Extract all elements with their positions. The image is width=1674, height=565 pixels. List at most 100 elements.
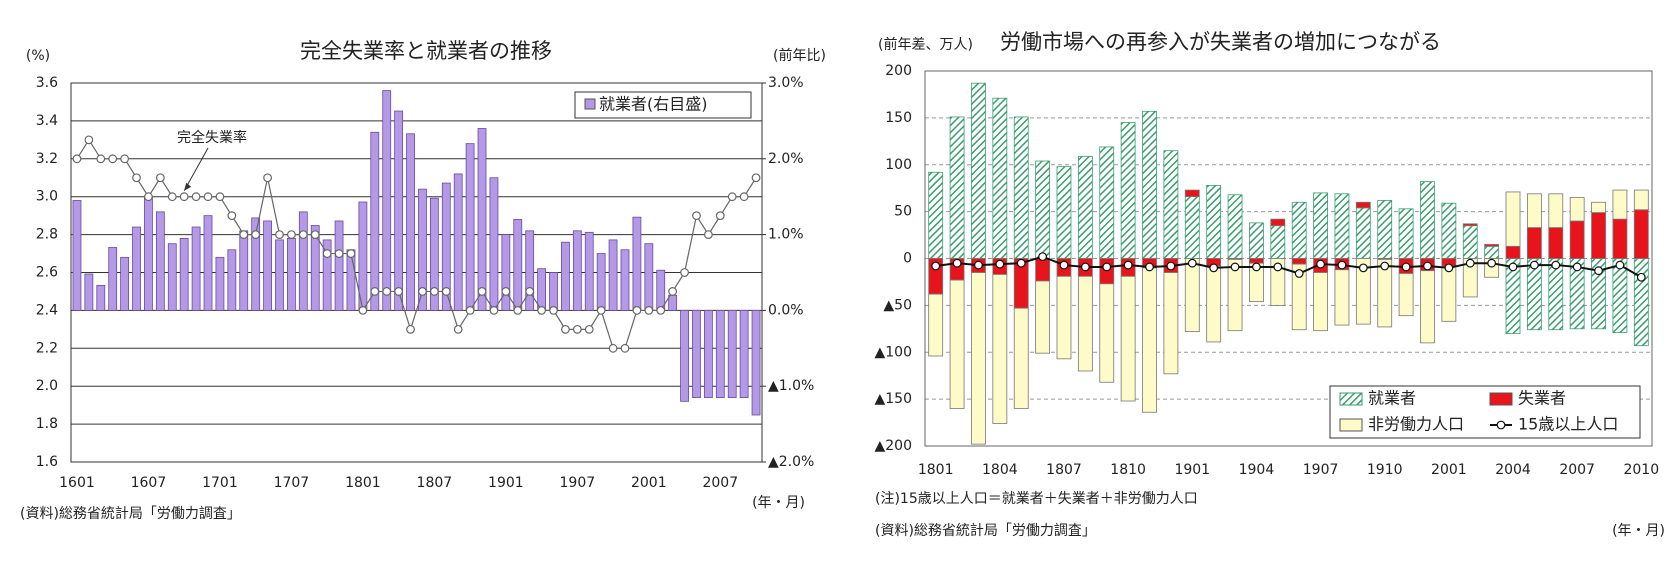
line-marker [1273,262,1283,272]
line-marker [1123,260,1133,270]
bar [1249,222,1264,259]
note: (注)15歳以上人口＝就業者＋失業者＋非労働力人口 [875,491,1198,507]
source: (資料)総務省統計局「労働力調査」 [20,506,241,522]
bar [1505,191,1521,247]
line-marker [84,135,94,145]
line-marker [203,192,213,202]
bar [1184,196,1200,259]
x-axis-label: (年・月) [752,495,805,511]
legend-label: 非労働力人口 [1368,415,1464,434]
bar [203,215,213,311]
bar [489,177,499,311]
line-marker [1380,261,1390,271]
line-marker [1145,262,1154,272]
y2-tick-label: 1.0% [768,227,804,243]
bar [1099,283,1115,383]
line-marker [1572,262,1582,272]
bar [1569,220,1585,259]
y-tick-label: 3.6 [36,75,58,91]
bar [727,309,737,398]
bar [949,116,965,259]
line-marker [251,230,261,240]
line-marker [239,230,249,240]
x-tick-label: 1907 [560,475,596,491]
line-marker [608,343,618,353]
x-tick-label: 1907 [1303,462,1339,478]
line-marker [1252,262,1261,272]
bar [928,293,944,357]
line-marker [1551,260,1561,270]
line-marker [952,258,962,268]
bar [1569,197,1585,222]
bar [949,279,965,409]
bar [429,197,439,311]
y-tick-label: 2.2 [36,340,58,356]
line [76,138,757,349]
bar [1355,207,1371,259]
line-marker [537,306,546,315]
bar [179,237,189,311]
line-marker [620,343,630,353]
line-marker [1401,262,1411,272]
line-marker [596,306,606,315]
legend-swatch [1339,392,1363,406]
x-tick-label: 1601 [59,475,95,491]
x-tick-label: 2004 [1495,462,1531,478]
bar [561,241,570,311]
line-marker [489,306,499,315]
bar [928,171,944,259]
legend-label: 失業者 [1518,389,1566,408]
x-tick-label: 2001 [631,475,667,491]
plot-frame [70,82,763,463]
line-marker [644,306,654,315]
bar [1270,218,1286,227]
line-marker [1166,261,1176,271]
x-tick-label: 1801 [918,462,954,478]
line-marker [572,324,582,334]
line-marker [263,173,272,183]
y2-axis-label: (前年比) [773,47,826,64]
line-marker [441,287,451,296]
bar [656,269,666,311]
bar [477,128,487,311]
bar [1142,110,1157,259]
y2-tick-label: 2.0% [768,151,804,167]
bar [72,200,82,311]
bar [227,249,237,311]
y-axis-label: (%) [26,48,50,64]
bar [1056,166,1072,259]
x-tick-label: 1707 [274,475,310,491]
x-tick-label: 1807 [1046,462,1082,478]
bar [1526,193,1542,228]
bar [1206,265,1222,343]
bar [971,82,986,259]
y-tick-label: 2.6 [36,265,58,281]
bar [1398,208,1414,259]
line-marker [751,173,761,183]
line-marker [298,230,308,240]
line-marker [1508,262,1518,272]
bar [1142,267,1157,413]
line-marker [108,154,118,164]
line-marker [96,154,106,164]
y-tick-label: 2.8 [36,227,58,243]
bar [608,239,618,311]
y-tick-label: 3.2 [36,151,58,167]
bar [96,284,106,311]
x-tick-label: 1901 [488,475,524,491]
bar [322,239,332,311]
y-tick-label: 2.4 [36,302,58,318]
y-tick-label: 1.6 [36,454,58,470]
line-marker [155,173,165,183]
line-marker [287,230,296,240]
line-marker [346,249,356,258]
bar [1633,189,1649,211]
bar [1270,258,1286,306]
bar [394,110,404,311]
source: (資料)総務省統計局「労働力調査」 [875,523,1096,539]
line-marker [453,324,463,334]
bar [1441,265,1457,322]
bar [632,216,642,311]
bar [1163,272,1179,375]
bar [155,211,165,311]
